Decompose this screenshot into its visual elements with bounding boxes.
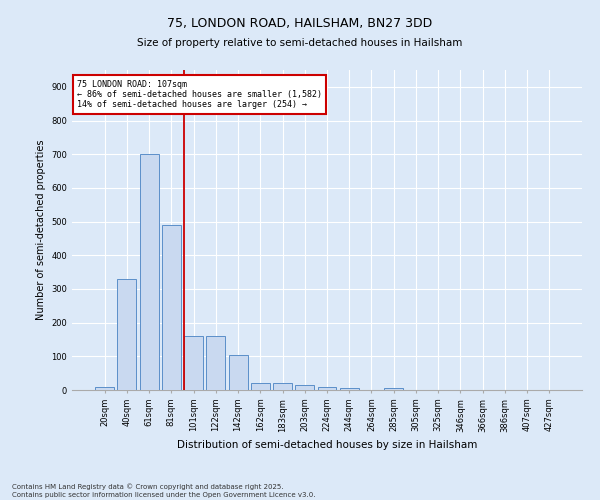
Bar bbox=[162, 225, 181, 390]
Bar bbox=[251, 384, 270, 390]
Bar bbox=[140, 154, 158, 390]
Bar bbox=[118, 279, 136, 390]
X-axis label: Distribution of semi-detached houses by size in Hailsham: Distribution of semi-detached houses by … bbox=[177, 440, 477, 450]
Text: 75 LONDON ROAD: 107sqm
← 86% of semi-detached houses are smaller (1,582)
14% of : 75 LONDON ROAD: 107sqm ← 86% of semi-det… bbox=[77, 80, 322, 110]
Bar bbox=[184, 336, 203, 390]
Bar bbox=[273, 384, 292, 390]
Bar bbox=[295, 385, 314, 390]
Bar bbox=[384, 388, 403, 390]
Text: 75, LONDON ROAD, HAILSHAM, BN27 3DD: 75, LONDON ROAD, HAILSHAM, BN27 3DD bbox=[167, 18, 433, 30]
Y-axis label: Number of semi-detached properties: Number of semi-detached properties bbox=[36, 140, 46, 320]
Text: Size of property relative to semi-detached houses in Hailsham: Size of property relative to semi-detach… bbox=[137, 38, 463, 48]
Bar bbox=[95, 386, 114, 390]
Bar bbox=[340, 388, 359, 390]
Bar bbox=[229, 354, 248, 390]
Text: Contains HM Land Registry data © Crown copyright and database right 2025.
Contai: Contains HM Land Registry data © Crown c… bbox=[12, 484, 316, 498]
Bar bbox=[206, 336, 225, 390]
Bar bbox=[317, 386, 337, 390]
